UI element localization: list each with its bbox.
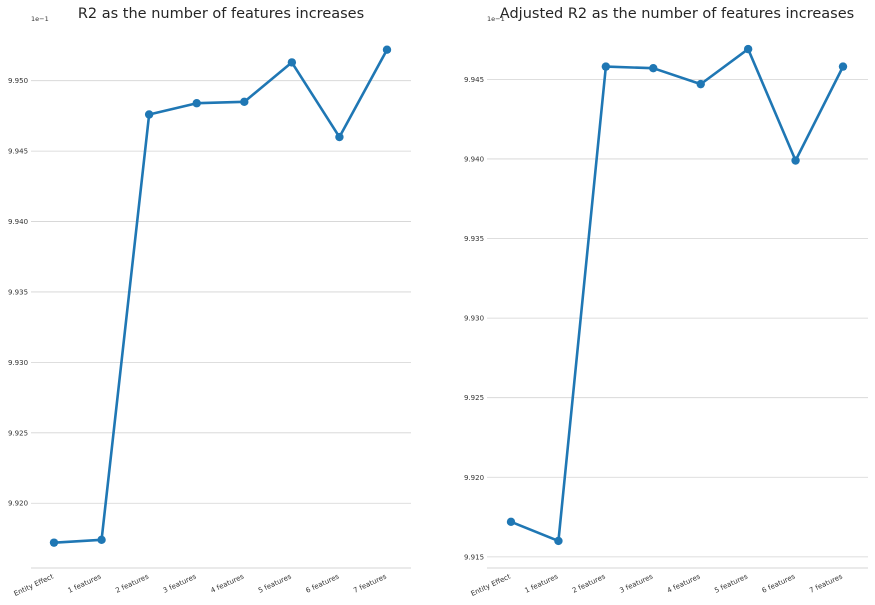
x-tick-label: 6 features <box>305 572 341 594</box>
x-tick-label: 4 features <box>209 572 245 594</box>
data-point <box>791 156 800 165</box>
y-tick-label: 9.945 <box>464 76 484 84</box>
y-tick-label: 9.930 <box>464 315 484 323</box>
y-tick-label: 9.925 <box>464 394 484 402</box>
x-tick-label: Entity Effect <box>470 572 512 597</box>
y-tick-label: 9.945 <box>8 148 28 156</box>
x-tick-label: 4 features <box>666 572 702 594</box>
chart-title: Adjusted R2 as the number of features in… <box>500 6 854 22</box>
data-point <box>382 45 392 54</box>
data-point <box>743 44 753 54</box>
x-tick-label: 1 features <box>67 572 103 594</box>
x-tick-label: Entity Effect <box>13 572 55 597</box>
x-tick-label: 7 features <box>808 572 844 594</box>
data-point <box>49 538 59 547</box>
y-tick-label: 9.920 <box>464 474 484 482</box>
x-tick-label: 1 features <box>524 572 560 594</box>
x-tick-label: 6 features <box>761 572 797 594</box>
data-point <box>287 58 297 67</box>
x-tick-label: 5 features <box>713 572 749 594</box>
x-tick-label: 2 features <box>114 572 150 594</box>
y-tick-label: 9.920 <box>8 500 28 508</box>
series-line <box>53 49 389 544</box>
y-offset-label: 1e−1 <box>487 15 505 23</box>
y-tick-label: 9.925 <box>8 429 28 437</box>
series-line <box>510 47 845 543</box>
data-point <box>506 517 516 527</box>
data-point <box>649 64 658 73</box>
x-tick-label: 2 features <box>571 572 607 594</box>
data-point <box>192 99 201 108</box>
chart-1: 9.920 9.925 9.930 9.935 9.940 9.945 9.950 1e−1 R… <box>8 6 411 598</box>
y-tick-label: 9.930 <box>8 359 28 367</box>
data-point <box>601 62 611 71</box>
chart-title: R2 as the number of features increases <box>78 6 364 22</box>
data-point <box>97 535 106 545</box>
y-tick-label: 9.915 <box>464 553 484 561</box>
data-point <box>696 79 705 89</box>
y-tick-label: 9.935 <box>464 235 484 243</box>
data-point <box>240 97 249 107</box>
data-point <box>554 536 563 546</box>
chart-2: 9.915 9.920 9.925 9.930 9.935 9.940 9.945 1e−1A… <box>464 6 868 598</box>
y-tick-label: 9.940 <box>8 218 28 226</box>
x-tick-label: 3 features <box>162 572 198 594</box>
x-tick-label: 3 features <box>618 572 654 594</box>
y-tick-label: 9.940 <box>464 155 484 163</box>
x-tick-label: 5 features <box>257 572 293 594</box>
data-point <box>144 110 154 119</box>
y-tick-label: 9.950 <box>8 77 28 85</box>
data-point <box>335 132 344 142</box>
x-tick-label: 7 features <box>352 572 388 594</box>
data-point <box>838 62 848 71</box>
y-offset-label: 1e−1 <box>31 15 49 23</box>
y-tick-label: 9.935 <box>8 288 28 296</box>
